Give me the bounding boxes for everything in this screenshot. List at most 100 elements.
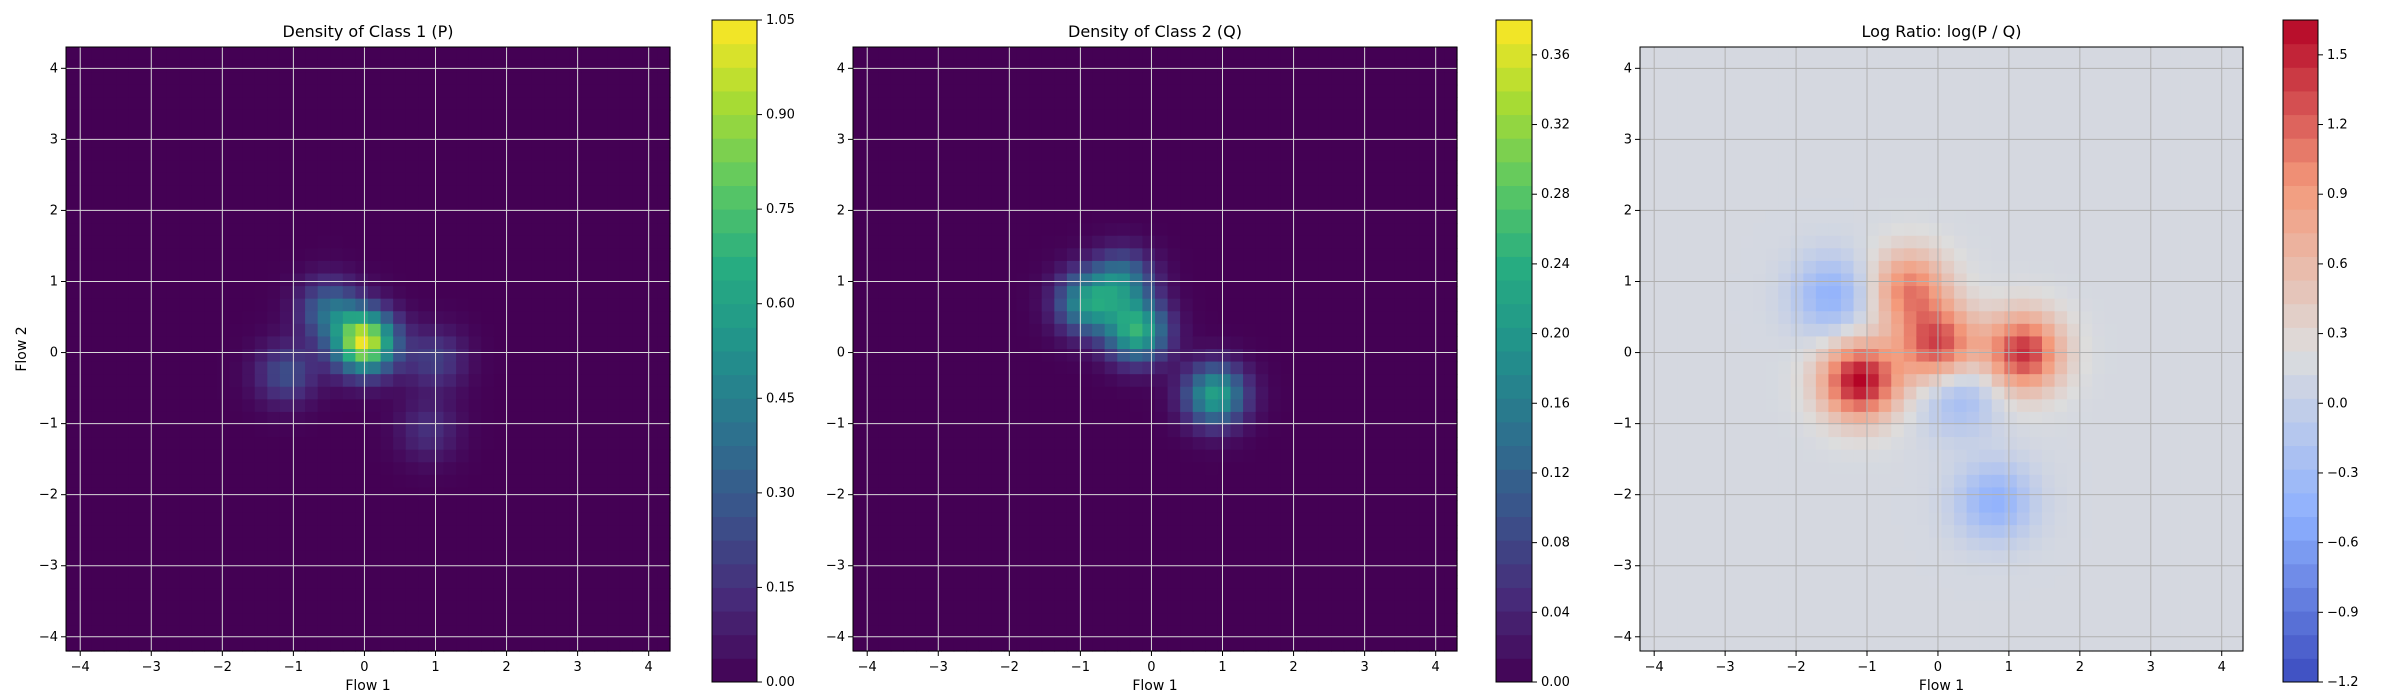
heatmap-cell <box>217 72 231 86</box>
heatmap-cell <box>1394 248 1408 262</box>
heatmap-cell <box>154 185 168 199</box>
heatmap-cell <box>569 411 583 426</box>
heatmap-cell <box>569 562 583 577</box>
heatmap-cell <box>1406 487 1420 501</box>
heatmap-cell <box>1343 562 1357 577</box>
heatmap-cell <box>91 399 105 413</box>
heatmap-cell <box>368 361 382 375</box>
heatmap-cell <box>531 374 545 388</box>
heatmap-cell <box>279 525 294 539</box>
heatmap-cell <box>1230 109 1244 124</box>
colorbar-1: 0.000.150.300.450.600.750.901.05 <box>711 13 795 690</box>
heatmap-cell <box>141 147 155 161</box>
heatmap-cell <box>1419 550 1433 564</box>
heatmap-cell <box>644 525 659 539</box>
heatmap-cell <box>556 525 570 539</box>
heatmap-cell <box>978 210 993 224</box>
heatmap-cell <box>1230 411 1244 426</box>
heatmap-cell <box>1243 512 1257 526</box>
heatmap-cell <box>1041 349 1055 363</box>
heatmap-cell <box>229 311 243 325</box>
heatmap-cell <box>217 349 231 363</box>
heatmap-cell <box>1381 386 1395 400</box>
heatmap-cell <box>865 172 879 187</box>
heatmap-cell <box>292 399 306 413</box>
heatmap-cell <box>254 286 268 300</box>
heatmap-cell <box>292 298 306 312</box>
heatmap-cell <box>1117 512 1131 526</box>
heatmap-cell <box>468 273 482 287</box>
heatmap-cell <box>1217 109 1232 124</box>
heatmap-cell <box>493 198 508 212</box>
heatmap-cell <box>128 248 143 262</box>
heatmap-cell <box>1280 361 1295 375</box>
heatmap-cell <box>418 588 432 602</box>
heatmap-cell <box>1167 600 1181 614</box>
heatmap-cell <box>632 84 646 98</box>
heatmap-cell <box>1368 135 1383 149</box>
heatmap-cell <box>179 210 193 224</box>
heatmap-cell <box>1318 122 1332 136</box>
heatmap-cell <box>1230 248 1244 262</box>
heatmap-cell <box>1356 613 1370 627</box>
heatmap-cell <box>581 59 596 73</box>
heatmap-cell <box>878 361 892 375</box>
heatmap-cell <box>456 336 470 350</box>
heatmap-cell <box>556 72 570 86</box>
heatmap-cell <box>128 550 143 564</box>
heatmap-cell <box>594 525 608 539</box>
heatmap-cell <box>443 172 457 187</box>
heatmap-cell <box>1192 500 1206 514</box>
heatmap-cell <box>1117 273 1131 287</box>
heatmap-cell <box>519 600 533 614</box>
heatmap-cell <box>1092 160 1106 174</box>
heatmap-cell <box>103 437 117 451</box>
heatmap-cell <box>1004 562 1018 577</box>
heatmap-cell <box>330 198 344 212</box>
heatmap-cell <box>66 638 80 652</box>
heatmap-cell <box>506 361 520 375</box>
heatmap-cell <box>1431 449 1446 463</box>
heatmap-cell <box>116 185 130 199</box>
heatmap-cell <box>632 625 646 640</box>
heatmap-cell <box>493 84 508 98</box>
heatmap-cell <box>1142 437 1156 451</box>
heatmap-cell <box>1104 323 1118 338</box>
heatmap-cell <box>1041 512 1055 526</box>
heatmap-cell <box>267 59 281 73</box>
heatmap-cell <box>607 248 621 262</box>
heatmap-cell <box>267 122 281 136</box>
heatmap-cell <box>229 248 243 262</box>
heatmap-cell <box>1016 399 1030 413</box>
heatmap-cell <box>1268 160 1282 174</box>
heatmap-cell <box>657 361 671 375</box>
heatmap-cell <box>355 625 369 640</box>
heatmap-cell <box>581 298 596 312</box>
heatmap-cell <box>569 537 583 551</box>
heatmap-cell <box>632 323 646 338</box>
heatmap-cell <box>1431 525 1446 539</box>
heatmap-cell <box>1406 537 1420 551</box>
heatmap-cell <box>1142 361 1156 375</box>
heatmap-cell <box>978 613 993 627</box>
heatmap-cell <box>607 424 621 438</box>
heatmap-cell <box>166 311 180 325</box>
heatmap-cell <box>1016 122 1030 136</box>
heatmap-cell <box>978 349 993 363</box>
heatmap-cell <box>229 185 243 199</box>
heatmap-cell <box>456 97 470 111</box>
heatmap-cell <box>1192 638 1206 652</box>
heatmap-cell <box>1180 424 1194 438</box>
heatmap-cell <box>217 323 231 338</box>
heatmap-cell <box>468 198 482 212</box>
heatmap-cell <box>506 600 520 614</box>
heatmap-cell <box>657 386 671 400</box>
heatmap-cell <box>217 223 231 237</box>
heatmap-cell <box>1217 47 1232 61</box>
heatmap-cell <box>1205 147 1219 161</box>
heatmap-cell <box>878 298 892 312</box>
heatmap-cell <box>632 198 646 212</box>
heatmap-cell <box>456 525 470 539</box>
heatmap-cell <box>1180 273 1194 287</box>
heatmap-cell <box>594 512 608 526</box>
